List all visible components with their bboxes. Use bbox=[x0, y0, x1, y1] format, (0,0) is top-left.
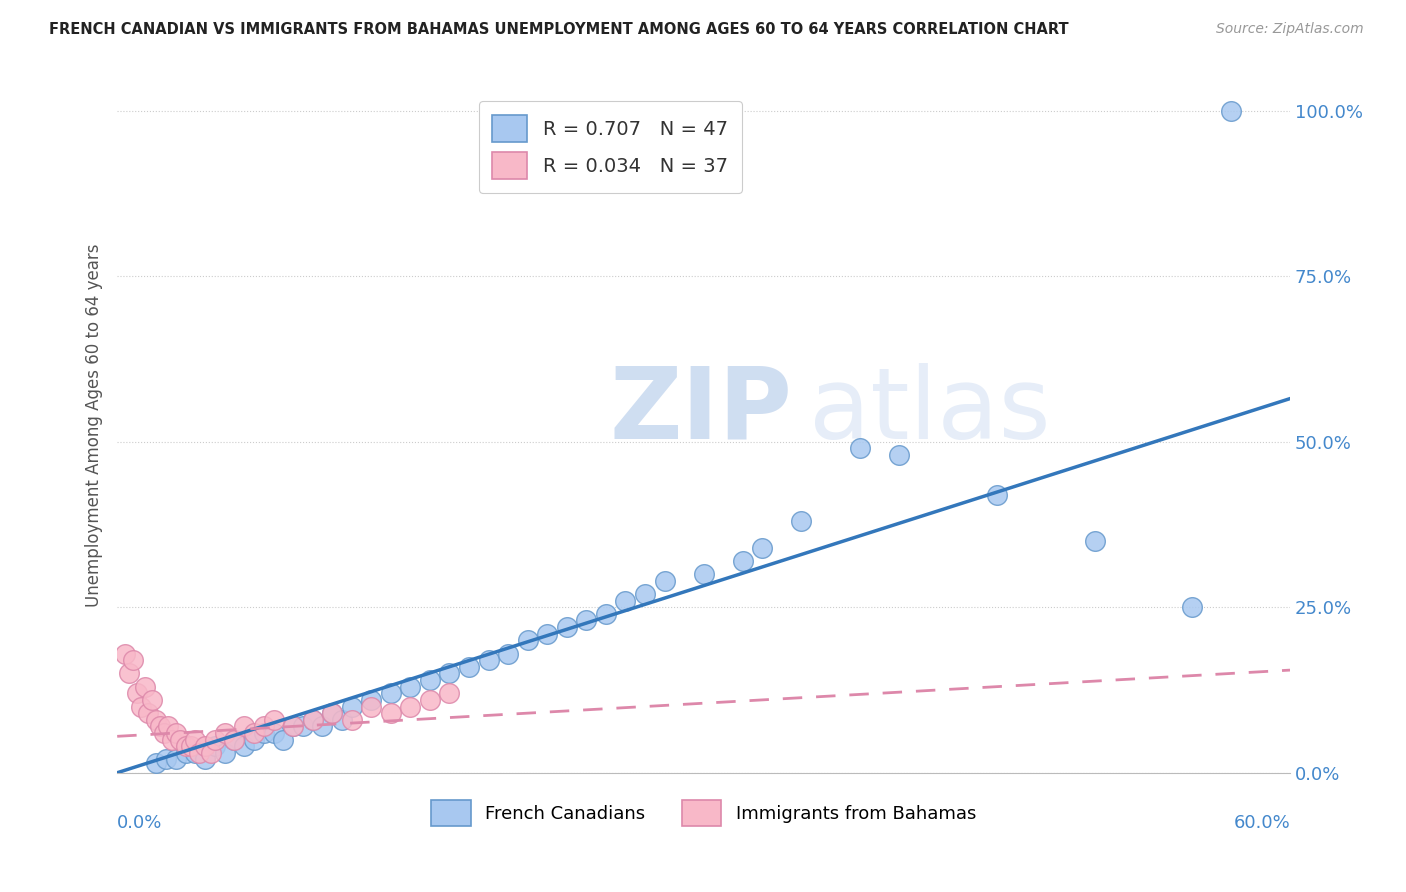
Point bbox=[595, 607, 617, 621]
Point bbox=[301, 713, 323, 727]
Point bbox=[301, 713, 323, 727]
Point bbox=[751, 541, 773, 555]
Point bbox=[273, 732, 295, 747]
Point bbox=[145, 713, 167, 727]
Point bbox=[200, 746, 222, 760]
Point bbox=[399, 680, 422, 694]
Point bbox=[291, 719, 314, 733]
Point bbox=[849, 442, 872, 456]
Point bbox=[321, 706, 343, 720]
Point bbox=[614, 593, 637, 607]
Point bbox=[224, 732, 246, 747]
Point bbox=[496, 647, 519, 661]
Point bbox=[165, 752, 187, 766]
Point bbox=[174, 739, 197, 754]
Point bbox=[129, 699, 152, 714]
Text: ZIP: ZIP bbox=[610, 363, 793, 459]
Point bbox=[380, 706, 402, 720]
Point bbox=[243, 726, 266, 740]
Point bbox=[575, 614, 598, 628]
Text: 60.0%: 60.0% bbox=[1233, 814, 1291, 832]
Point bbox=[330, 713, 353, 727]
Point bbox=[731, 554, 754, 568]
Text: atlas: atlas bbox=[810, 363, 1050, 459]
Point bbox=[321, 706, 343, 720]
Point bbox=[419, 673, 441, 687]
Point bbox=[174, 746, 197, 760]
Legend: French Canadians, Immigrants from Bahamas: French Canadians, Immigrants from Bahama… bbox=[425, 793, 983, 833]
Point bbox=[180, 739, 202, 754]
Point bbox=[439, 686, 461, 700]
Point bbox=[155, 752, 177, 766]
Point bbox=[536, 626, 558, 640]
Point bbox=[194, 752, 217, 766]
Point bbox=[654, 574, 676, 588]
Point bbox=[555, 620, 578, 634]
Text: 0.0%: 0.0% bbox=[117, 814, 163, 832]
Point bbox=[340, 699, 363, 714]
Point bbox=[204, 739, 226, 754]
Point bbox=[243, 732, 266, 747]
Text: FRENCH CANADIAN VS IMMIGRANTS FROM BAHAMAS UNEMPLOYMENT AMONG AGES 60 TO 64 YEAR: FRENCH CANADIAN VS IMMIGRANTS FROM BAHAM… bbox=[49, 22, 1069, 37]
Point bbox=[1083, 533, 1105, 548]
Point bbox=[458, 660, 481, 674]
Point bbox=[263, 713, 285, 727]
Point bbox=[419, 693, 441, 707]
Point bbox=[118, 666, 141, 681]
Point bbox=[121, 653, 143, 667]
Point bbox=[214, 746, 236, 760]
Point bbox=[253, 726, 276, 740]
Point bbox=[194, 739, 217, 754]
Point bbox=[125, 686, 148, 700]
Point bbox=[360, 699, 382, 714]
Point bbox=[214, 726, 236, 740]
Point bbox=[439, 666, 461, 681]
Point bbox=[233, 719, 256, 733]
Point bbox=[145, 756, 167, 770]
Point bbox=[184, 746, 207, 760]
Point bbox=[184, 732, 207, 747]
Point bbox=[233, 739, 256, 754]
Point bbox=[188, 746, 211, 760]
Point bbox=[1220, 103, 1243, 118]
Y-axis label: Unemployment Among Ages 60 to 64 years: Unemployment Among Ages 60 to 64 years bbox=[86, 244, 103, 607]
Point bbox=[281, 719, 304, 733]
Point bbox=[634, 587, 657, 601]
Point bbox=[340, 713, 363, 727]
Point bbox=[138, 706, 160, 720]
Point bbox=[790, 514, 813, 528]
Point bbox=[204, 732, 226, 747]
Point bbox=[281, 719, 304, 733]
Point bbox=[986, 488, 1008, 502]
Point bbox=[478, 653, 501, 667]
Point bbox=[141, 693, 163, 707]
Point bbox=[153, 726, 176, 740]
Point bbox=[380, 686, 402, 700]
Point bbox=[263, 726, 285, 740]
Point bbox=[516, 633, 538, 648]
Point bbox=[160, 732, 183, 747]
Point bbox=[1181, 600, 1204, 615]
Point bbox=[134, 680, 156, 694]
Point bbox=[156, 719, 179, 733]
Point bbox=[399, 699, 422, 714]
Point bbox=[692, 567, 714, 582]
Point bbox=[149, 719, 172, 733]
Point bbox=[165, 726, 187, 740]
Point bbox=[169, 732, 191, 747]
Point bbox=[114, 647, 136, 661]
Point bbox=[224, 732, 246, 747]
Point bbox=[253, 719, 276, 733]
Point bbox=[360, 693, 382, 707]
Point bbox=[887, 448, 910, 462]
Text: Source: ZipAtlas.com: Source: ZipAtlas.com bbox=[1216, 22, 1364, 37]
Point bbox=[311, 719, 333, 733]
